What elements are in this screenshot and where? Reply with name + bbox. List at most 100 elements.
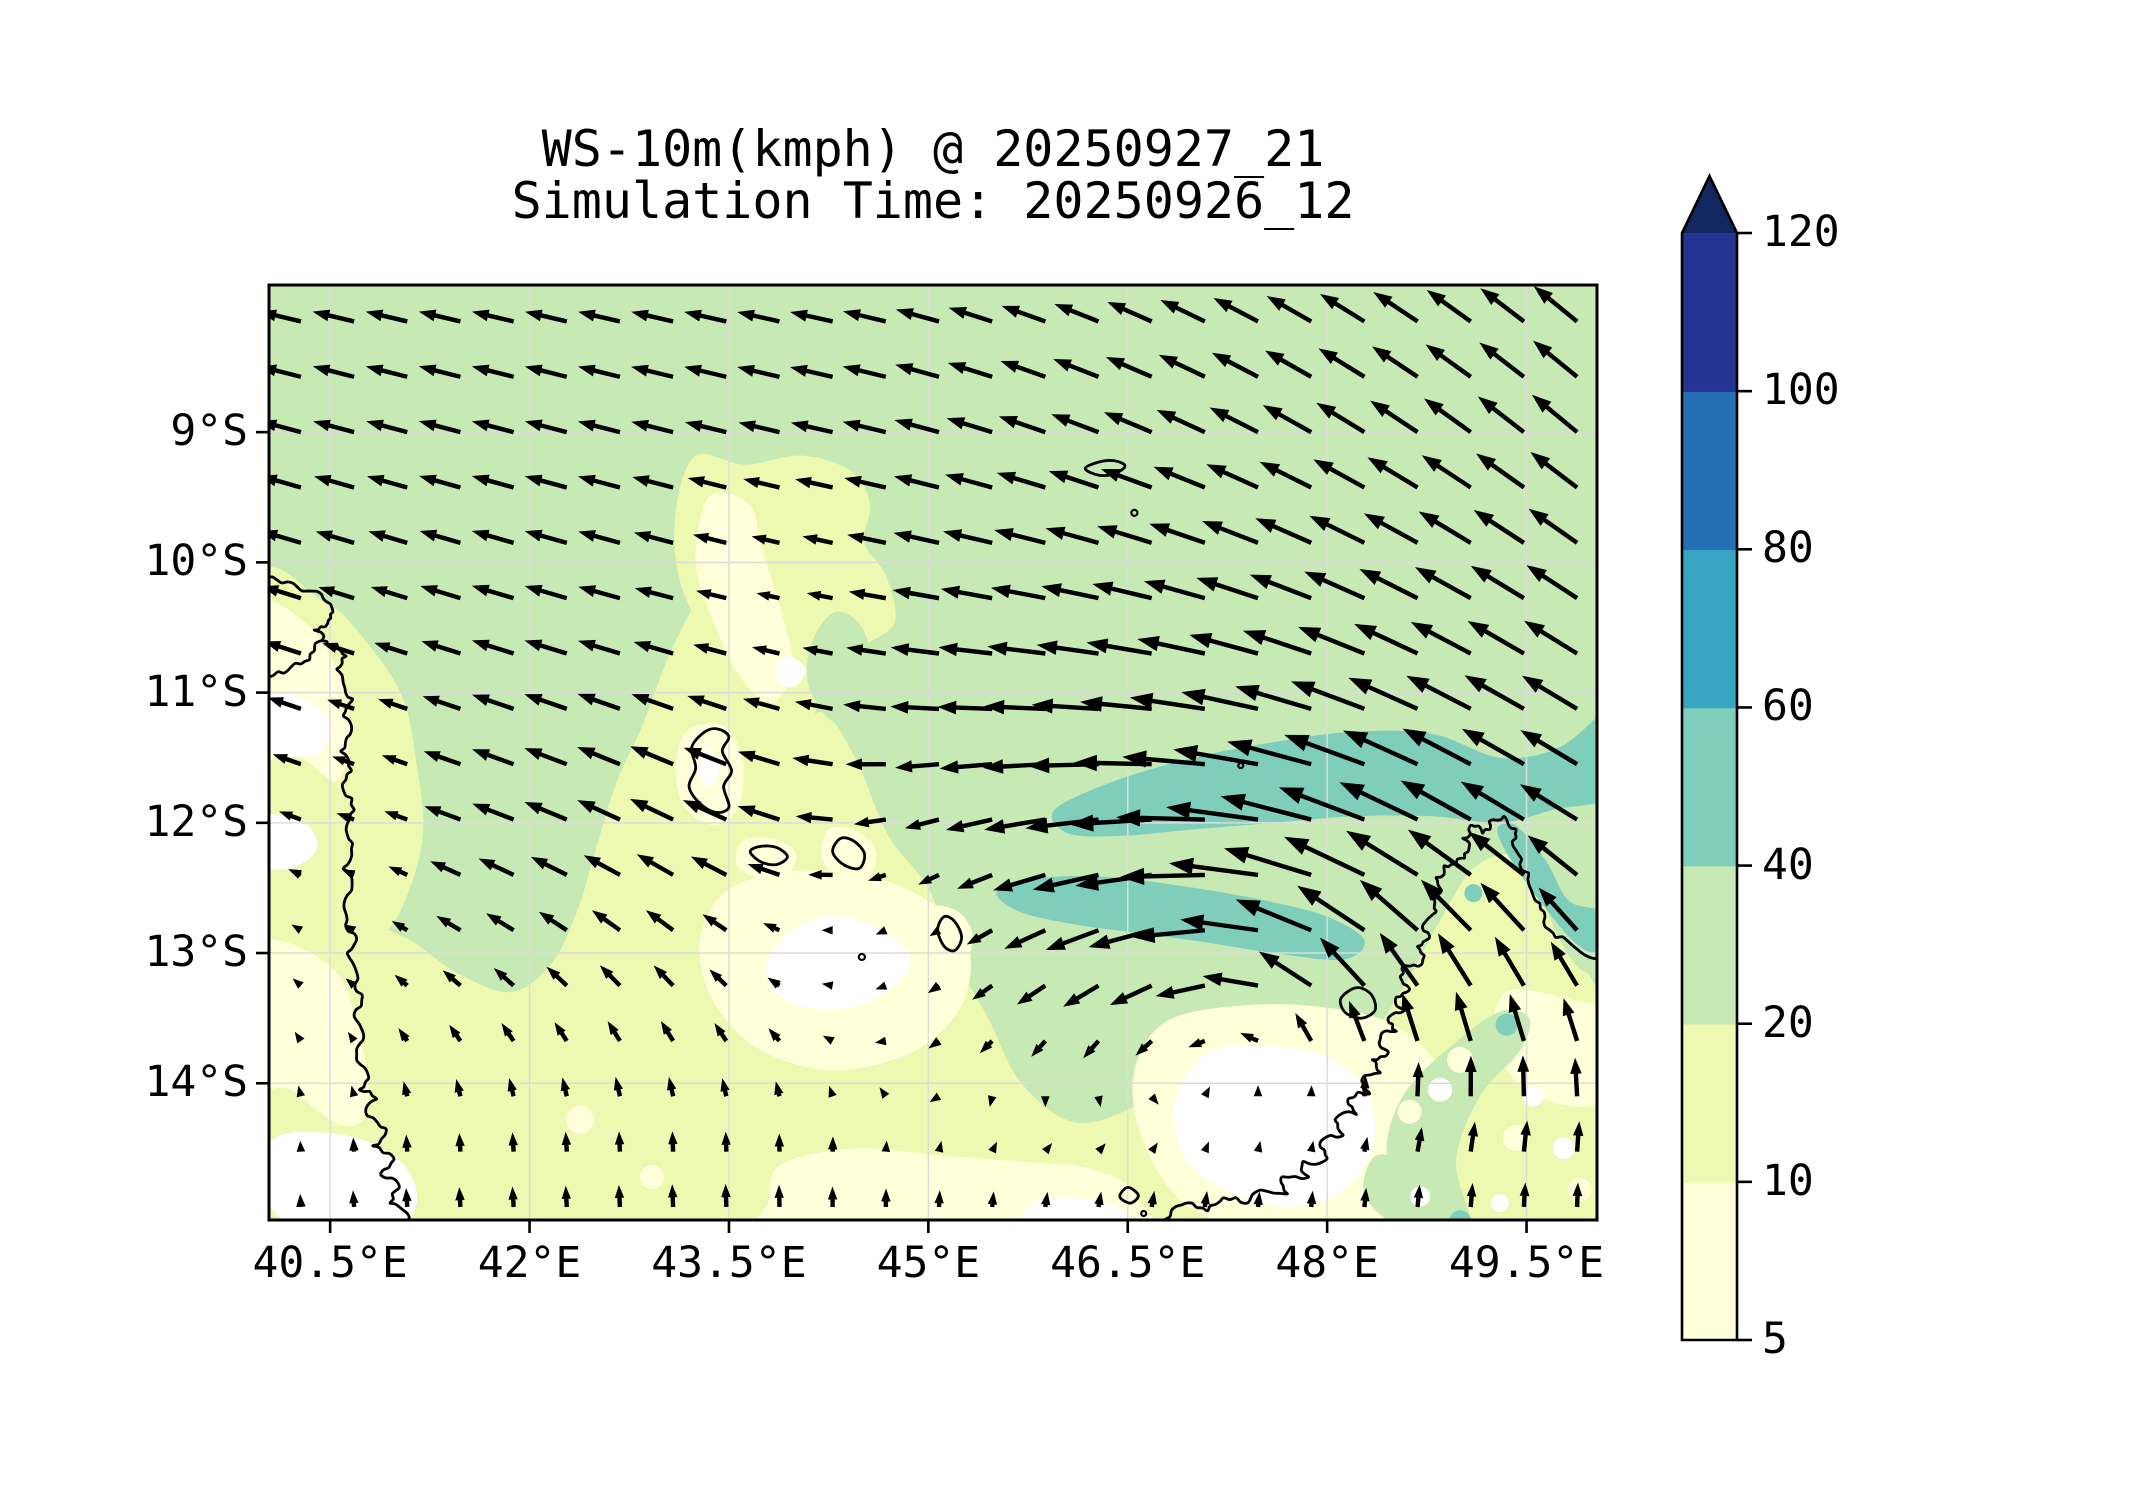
wind-arrow xyxy=(560,1077,570,1097)
wind-arrow xyxy=(988,1095,997,1107)
wind-arrow xyxy=(455,1187,465,1208)
wind-arrow xyxy=(1053,359,1100,379)
wind-arrow xyxy=(1309,515,1366,545)
wind-arrow xyxy=(613,1076,623,1097)
wind-arrow xyxy=(365,309,408,324)
wind-arrow xyxy=(1524,620,1579,656)
islet-dot-glorioso-e xyxy=(1130,508,1139,517)
wind-arrow xyxy=(524,639,568,656)
wind-arrow xyxy=(938,642,993,657)
wind-arrow xyxy=(1048,470,1100,490)
colorbar-tick-label-80: 80 xyxy=(1762,523,1814,574)
wind-arrow xyxy=(269,419,302,435)
wind-arrow xyxy=(501,1023,516,1043)
wind-arrow xyxy=(1494,936,1526,987)
wind-arrow xyxy=(947,362,993,379)
wind-arrow xyxy=(828,1136,838,1152)
wind-arrow xyxy=(449,1024,463,1043)
wind-arrow xyxy=(349,1085,359,1098)
coastline-africa-inlet xyxy=(269,639,323,680)
wind-arrow xyxy=(843,309,887,324)
wind-arrow xyxy=(1307,1140,1316,1153)
wind-arrow xyxy=(421,640,462,656)
wind-arrow xyxy=(1346,830,1419,877)
wind-arrow xyxy=(312,309,355,324)
wind-arrow xyxy=(1031,1039,1047,1057)
wind-arrow xyxy=(1424,398,1472,434)
wind-arrow xyxy=(684,364,727,379)
wind-arrow xyxy=(1253,1191,1263,1208)
fill-region-white-west-2 xyxy=(269,813,318,870)
wind-arrow xyxy=(687,476,727,490)
wind-arrow xyxy=(1259,461,1313,490)
wind-arrow xyxy=(1101,469,1153,490)
wind-arrow xyxy=(1284,734,1366,767)
wind-arrow xyxy=(493,968,516,988)
wind-arrow xyxy=(1460,781,1525,822)
wind-arrow xyxy=(1343,730,1419,767)
coastline-moheli-island xyxy=(748,844,789,867)
wind-arrow xyxy=(668,1131,678,1152)
wind-arrow xyxy=(1415,567,1472,601)
wind-arrow xyxy=(269,529,302,545)
wind-arrow xyxy=(1313,459,1366,490)
wind-arrow xyxy=(508,1186,518,1208)
wind-arrow xyxy=(1166,801,1259,822)
wind-arrow xyxy=(1319,937,1366,988)
wind-arrow xyxy=(1359,569,1419,601)
wind-arrow xyxy=(578,474,621,490)
wind-arrow xyxy=(1235,899,1312,933)
wind-arrow xyxy=(714,1023,729,1043)
wind-arrow xyxy=(1262,405,1313,435)
wind-arrow xyxy=(790,364,834,379)
colorbar-segment-80-100 xyxy=(1682,391,1737,551)
wind-arrow xyxy=(378,698,408,711)
wind-arrow xyxy=(996,471,1046,490)
wind-arrow xyxy=(272,754,302,767)
wind-arrow xyxy=(682,800,728,822)
wind-arrow xyxy=(347,1031,358,1044)
wind-arrow xyxy=(1202,521,1259,545)
wind-arrow xyxy=(1122,750,1205,768)
wind-arrow xyxy=(846,644,887,656)
wind-arrow xyxy=(291,924,304,934)
wind-arrow xyxy=(1160,300,1206,324)
wind-arrow xyxy=(1316,402,1366,434)
wind-arrow xyxy=(1206,464,1259,490)
wind-arrow xyxy=(508,1132,518,1152)
wind-arrow xyxy=(1220,793,1312,822)
wind-arrow xyxy=(418,309,461,324)
wind-arrow xyxy=(751,534,780,545)
wind-arrow xyxy=(1360,1187,1370,1208)
coastline-glorioso-island xyxy=(1083,459,1127,477)
wind-arrow xyxy=(472,749,515,767)
wind-arrow xyxy=(530,856,568,877)
wind-arrow xyxy=(1188,1038,1206,1048)
wind-arrow xyxy=(990,584,1046,601)
wind-arrow xyxy=(684,420,727,435)
wind-arrow xyxy=(1266,296,1313,324)
wind-arrow xyxy=(591,910,622,932)
wind-arrow xyxy=(486,913,515,933)
wind-arrow xyxy=(472,803,515,822)
wind-arrow xyxy=(1421,879,1473,932)
wind-arrow xyxy=(1200,1191,1210,1208)
wind-arrow xyxy=(853,816,887,828)
wind-arrow xyxy=(419,529,461,545)
colorbar-segment-20-40 xyxy=(1682,865,1737,1025)
wind-arrow xyxy=(1531,394,1579,434)
wind-arrow xyxy=(795,477,834,490)
wind-arrow xyxy=(578,585,621,601)
wind-arrow xyxy=(1408,829,1472,877)
wind-arrow xyxy=(1402,728,1472,767)
wind-arrow xyxy=(939,760,993,774)
wind-arrow xyxy=(322,642,355,656)
wind-arrow xyxy=(1181,688,1259,711)
wind-arrow xyxy=(1173,745,1259,767)
wind-arrow xyxy=(827,1186,838,1207)
wind-arrow xyxy=(743,477,780,490)
wind-arrow xyxy=(631,694,674,711)
wind-arrow xyxy=(1073,754,1152,772)
wind-arrow xyxy=(455,1133,465,1152)
